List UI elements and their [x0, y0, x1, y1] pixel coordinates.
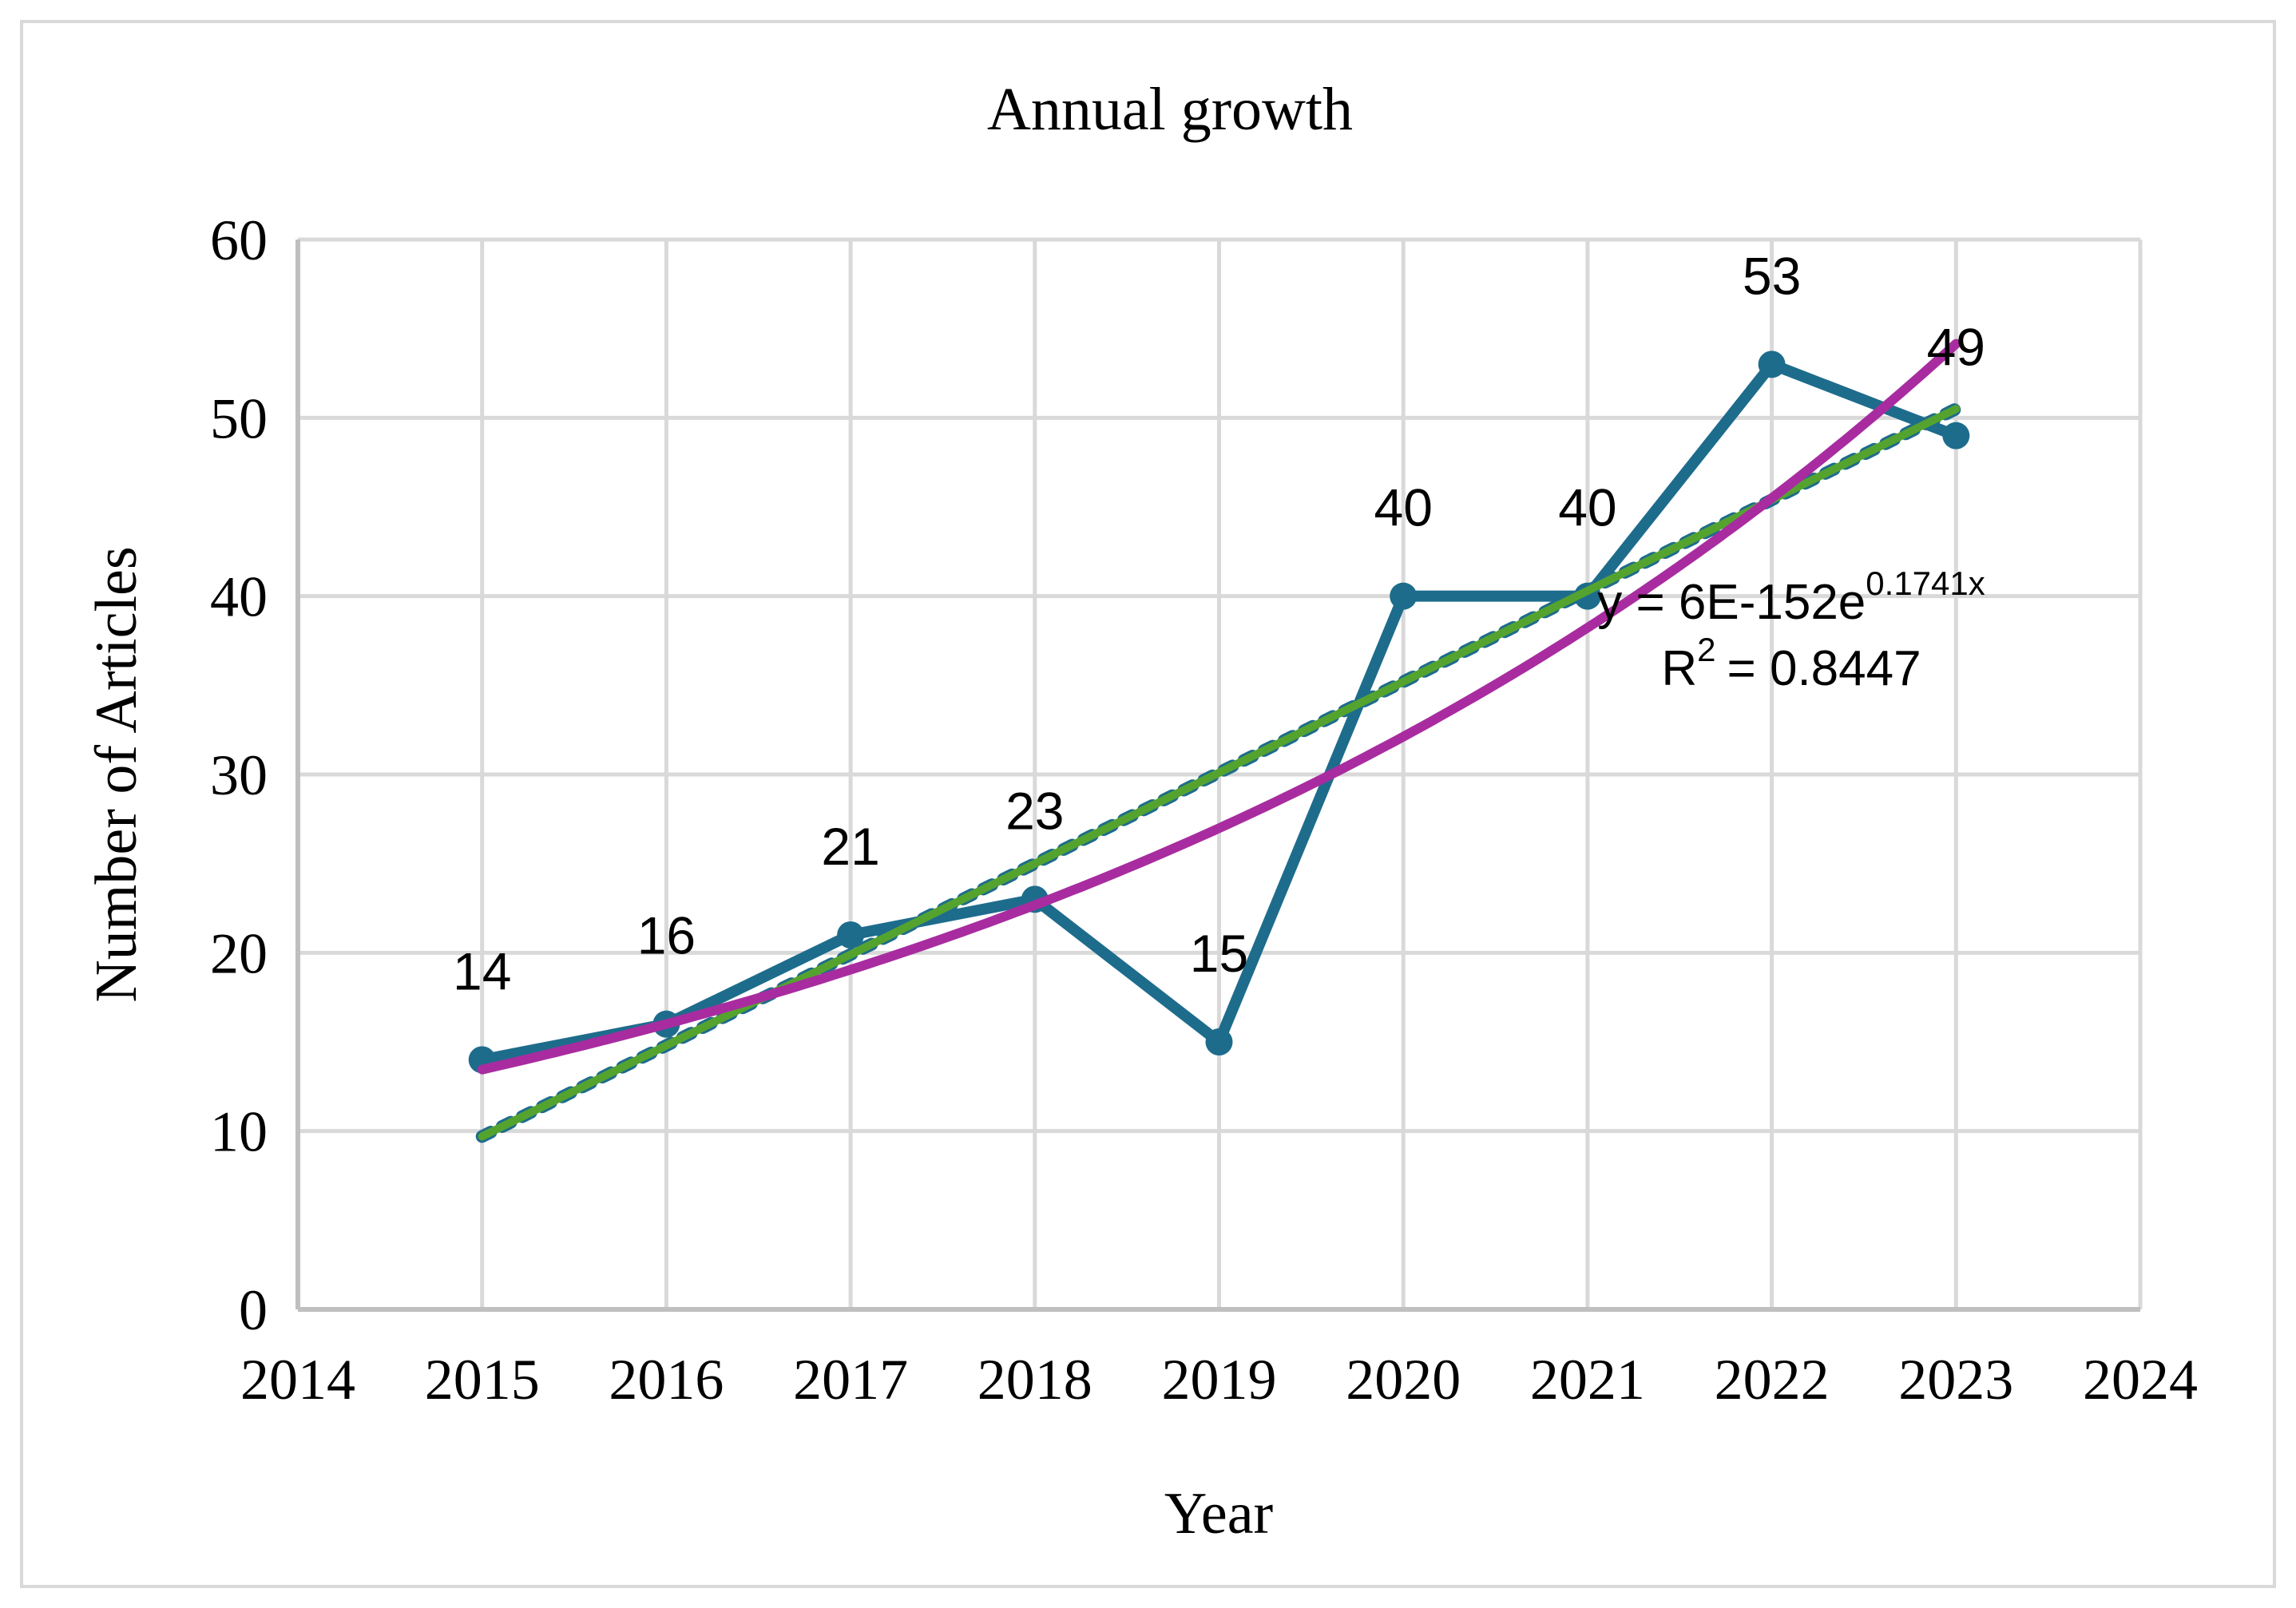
data-point-marker [1205, 1028, 1233, 1055]
data-point-label: 16 [637, 906, 696, 965]
data-point-labels: 14 16 21 23 15 40 40 53 49 [453, 246, 1985, 1000]
data-point-label: 40 [1374, 478, 1432, 537]
y-axis-tick-label: 20 [210, 921, 268, 985]
exponential-trendline [477, 339, 1961, 1075]
y-axis-tick-label: 10 [210, 1100, 268, 1164]
data-point-marker [837, 921, 865, 949]
x-axis-tick-label: 2015 [425, 1348, 540, 1412]
y-axis-title: Number of Articles [84, 546, 149, 1002]
axes [295, 240, 2140, 1312]
x-axis-tick-label: 2023 [1898, 1348, 2013, 1412]
equation-prefix: y = 6E-152e [1597, 575, 1866, 630]
data-point-label: 40 [1558, 478, 1616, 537]
x-axis-tick-label: 2020 [1346, 1348, 1461, 1412]
data-point-label: 23 [1005, 781, 1064, 840]
y-axis-tick-label: 60 [210, 208, 268, 272]
trendlines [475, 339, 1963, 1143]
x-axis-tick-label: 2024 [2083, 1348, 2198, 1412]
r2-prefix: R [1661, 641, 1697, 696]
x-axis-tick-label: 2014 [240, 1348, 355, 1412]
x-axis-tick-label: 2017 [793, 1348, 908, 1412]
chart-title: Annual growth [987, 76, 1353, 143]
x-axis-tick-label: 2016 [609, 1348, 724, 1412]
equation-exponent: 0.1741x [1866, 564, 1985, 602]
y-axis-tick-label: 0 [239, 1278, 268, 1342]
trendline-equation: y = 6E-152e0.1741x [1597, 564, 1985, 630]
data-point-label: 14 [453, 941, 511, 1000]
r-squared-label: R2 = 0.8447 [1661, 631, 1921, 696]
x-axis-tick-label: 2019 [1162, 1348, 1277, 1412]
x-axis-tick-label: 2022 [1715, 1348, 1830, 1412]
linear-trendline-solid [478, 405, 1961, 1141]
data-point-label: 53 [1743, 246, 1801, 305]
x-axis-title: Year [1164, 1481, 1273, 1547]
y-axis-tick-label: 40 [210, 565, 268, 629]
r2-value: = 0.8447 [1727, 641, 1921, 696]
axis-tick-labels: 0 10 20 30 40 50 60 2014 2015 2016 2017 2018 2019 202… [210, 208, 2198, 1412]
y-axis-tick-label: 50 [210, 386, 268, 450]
y-axis-tick-label: 30 [210, 743, 268, 807]
data-point-marker [1758, 351, 1786, 378]
data-point-marker [1390, 582, 1418, 610]
data-point-marker [1942, 422, 1970, 450]
r2-superscript: 2 [1697, 631, 1715, 668]
data-series [468, 351, 1970, 1074]
data-point-label: 21 [821, 817, 879, 876]
x-axis-tick-label: 2018 [977, 1348, 1092, 1412]
data-point-label: 15 [1190, 924, 1248, 983]
x-axis-tick-label: 2021 [1530, 1348, 1645, 1412]
data-point-label: 49 [1927, 318, 1985, 377]
